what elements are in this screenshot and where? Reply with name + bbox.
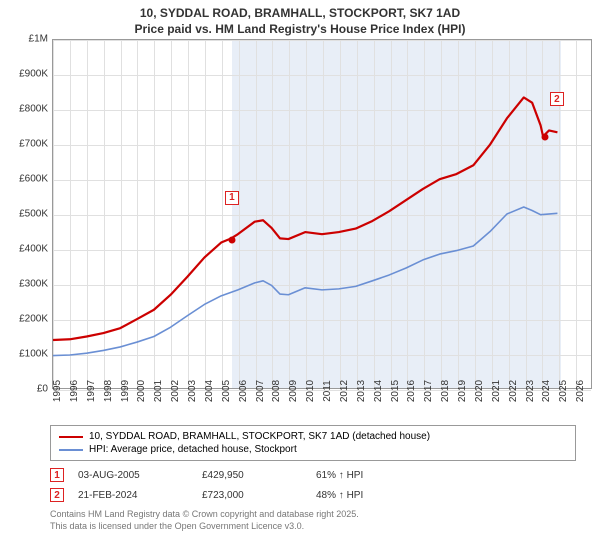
legend-swatch [59, 449, 83, 451]
transaction-marker: 2 [50, 488, 64, 502]
transaction-price: £429,950 [202, 470, 302, 481]
legend-item: 10, SYDDAL ROAD, BRAMHALL, STOCKPORT, SK… [59, 430, 567, 443]
y-tick-label: £1M [29, 34, 48, 45]
transaction-date: 21-FEB-2024 [78, 490, 188, 501]
title-line2: Price paid vs. HM Land Registry's House … [4, 22, 596, 38]
y-tick-label: £0 [37, 384, 48, 395]
y-tick-label: £200K [19, 314, 48, 325]
chart-area: £0 £100K £200K £300K £400K £500K £600K £700K £80… [12, 39, 592, 419]
title-line1: 10, SYDDAL ROAD, BRAMHALL, STOCKPORT, SK… [4, 6, 596, 22]
y-tick-label: £500K [19, 209, 48, 220]
transaction-table: 1 03-AUG-2005 £429,950 61% ↑ HPI 2 21-FEB-202… [50, 465, 576, 505]
plot-area: 12 [52, 39, 592, 389]
legend-swatch [59, 436, 83, 438]
y-tick-label: £100K [19, 349, 48, 360]
transaction-hpi-delta: 48% ↑ HPI [316, 490, 436, 501]
marker-dot [228, 236, 235, 243]
legend-label: 10, SYDDAL ROAD, BRAMHALL, STOCKPORT, SK… [89, 431, 430, 442]
legend-item: HPI: Average price, detached house, Stoc… [59, 443, 567, 456]
y-tick-label: £900K [19, 69, 48, 80]
transaction-date: 03-AUG-2005 [78, 470, 188, 481]
transaction-hpi-delta: 61% ↑ HPI [316, 470, 436, 481]
marker-label: 2 [550, 92, 564, 106]
y-axis: £0 £100K £200K £300K £400K £500K £600K £700K £80… [12, 39, 50, 419]
legend-box: 10, SYDDAL ROAD, BRAMHALL, STOCKPORT, SK… [50, 425, 576, 461]
transaction-marker: 1 [50, 468, 64, 482]
y-tick-label: £600K [19, 174, 48, 185]
transaction-row: 2 21-FEB-2024 £723,000 48% ↑ HPI [50, 485, 576, 505]
y-tick-label: £700K [19, 139, 48, 150]
x-axis: 1995199619971998199920002001200220032004… [52, 389, 592, 419]
y-tick-label: £800K [19, 104, 48, 115]
y-tick-label: £300K [19, 279, 48, 290]
marker-label: 1 [225, 191, 239, 205]
marker-dot [541, 134, 548, 141]
footer-line2: This data is licensed under the Open Gov… [50, 521, 576, 533]
y-tick-label: £400K [19, 244, 48, 255]
footer-line1: Contains HM Land Registry data © Crown c… [50, 509, 576, 521]
line-series [53, 40, 591, 388]
transaction-price: £723,000 [202, 490, 302, 501]
transaction-row: 1 03-AUG-2005 £429,950 61% ↑ HPI [50, 465, 576, 485]
footer-attribution: Contains HM Land Registry data © Crown c… [50, 509, 576, 532]
chart-title: 10, SYDDAL ROAD, BRAMHALL, STOCKPORT, SK… [0, 0, 600, 39]
series-line [53, 98, 557, 341]
series-line [53, 207, 557, 356]
legend-label: HPI: Average price, detached house, Stoc… [89, 444, 297, 455]
